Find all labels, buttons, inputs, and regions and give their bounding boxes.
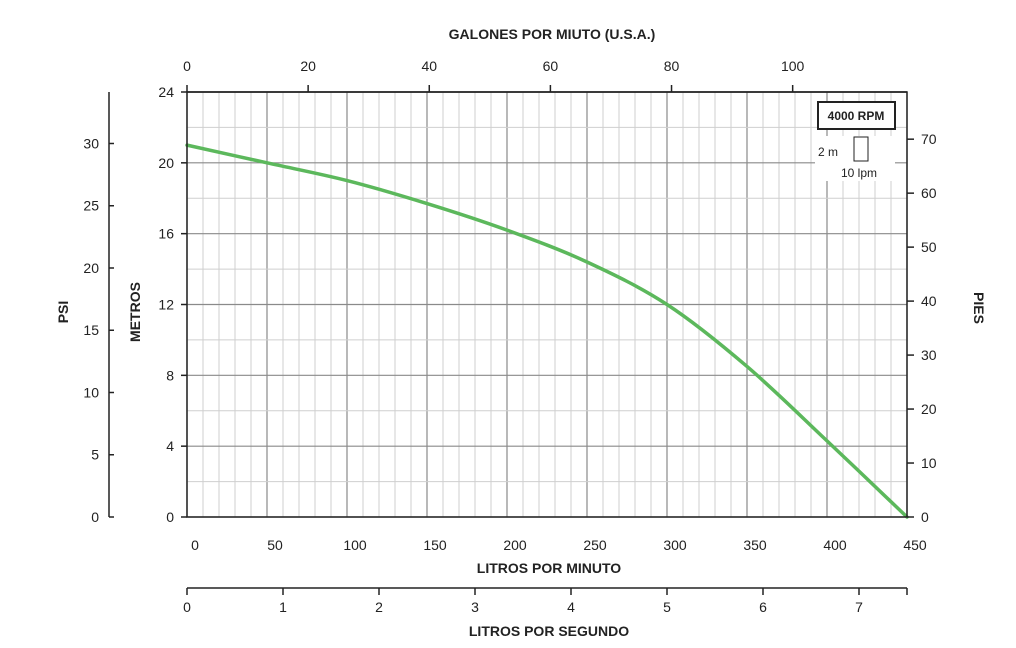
top-tick-label: 60 <box>543 58 559 74</box>
x-tick-label: 150 <box>423 537 447 553</box>
y-tick-label: 0 <box>166 509 174 525</box>
top-tick-label: 80 <box>664 58 680 74</box>
x-tick-label: 400 <box>823 537 847 553</box>
lps-tick-label: 7 <box>855 599 863 615</box>
pies-tick-label: 60 <box>921 185 937 201</box>
top-tick-label: 40 <box>421 58 437 74</box>
pies-tick-label: 70 <box>921 131 937 147</box>
curve-layer <box>185 143 909 519</box>
y-tick-label: 4 <box>166 438 174 454</box>
x-tick-label: 250 <box>583 537 607 553</box>
x-axis-title: LITROS POR MINUTO <box>477 560 622 576</box>
pies-tick-label: 50 <box>921 239 937 255</box>
x-tick-label: 350 <box>743 537 767 553</box>
x-tick-label: 450 <box>903 537 927 553</box>
pies-tick-label: 10 <box>921 455 937 471</box>
top-tick-label: 20 <box>300 58 316 74</box>
lps-tick-label: 4 <box>567 599 575 615</box>
psi-tick-label: 20 <box>83 260 99 276</box>
top-tick-label: 100 <box>781 58 805 74</box>
x-tick-label: 50 <box>267 537 283 553</box>
pies-tick-label: 40 <box>921 293 937 309</box>
pump-curve-line <box>185 143 909 519</box>
top-axis-title: GALONES POR MIUTO (U.S.A.) <box>449 26 656 42</box>
pies-tick-label: 0 <box>921 509 929 525</box>
lps-tick-label: 1 <box>279 599 287 615</box>
pies-tick-label: 30 <box>921 347 937 363</box>
scale-legend-box <box>853 136 869 162</box>
scale-legend-vertical: 2 m <box>818 145 838 159</box>
psi-tick-label: 25 <box>83 198 99 214</box>
lps-tick-label: 6 <box>759 599 767 615</box>
lps-tick-label: 2 <box>375 599 383 615</box>
lps-tick-label: 3 <box>471 599 479 615</box>
psi-tick-label: 15 <box>83 322 99 338</box>
lps-tick-label: 0 <box>183 599 191 615</box>
y-axis-title: METROS <box>127 282 143 342</box>
pies-tick-label: 20 <box>921 401 937 417</box>
x-tick-label: 300 <box>663 537 687 553</box>
y-tick-label: 24 <box>158 84 174 100</box>
speed-label: 4000 RPM <box>828 109 885 123</box>
y-tick-label: 20 <box>158 155 174 171</box>
psi-axis-title: PSI <box>55 301 71 324</box>
pies-axis-title: PIES <box>971 292 987 324</box>
psi-tick-label: 0 <box>91 509 99 525</box>
speed-badge: 4000 RPM <box>817 101 896 130</box>
grid <box>186 91 908 518</box>
lps-tick-label: 5 <box>663 599 671 615</box>
y-tick-label: 12 <box>158 297 174 313</box>
psi-tick-label: 30 <box>83 135 99 151</box>
y-tick-label: 8 <box>166 367 174 383</box>
top-tick-label: 0 <box>183 58 191 74</box>
x-tick-label: 100 <box>343 537 367 553</box>
y-tick-label: 16 <box>158 226 174 242</box>
scale-legend: 2 m 10 lpm <box>815 136 895 181</box>
scale-legend-horizontal: 10 lpm <box>841 166 877 180</box>
psi-tick-label: 5 <box>91 447 99 463</box>
psi-tick-label: 10 <box>83 384 99 400</box>
x-tick-label: 200 <box>503 537 527 553</box>
x-tick-label: 0 <box>191 537 199 553</box>
bottom-axis-title: LITROS POR SEGUNDO <box>469 623 629 639</box>
